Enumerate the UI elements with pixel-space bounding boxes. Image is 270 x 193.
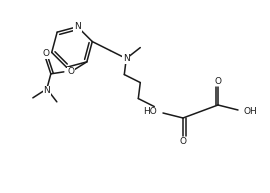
Text: O: O: [67, 67, 74, 76]
Text: N: N: [123, 54, 130, 63]
Text: N: N: [74, 22, 81, 31]
Text: O: O: [180, 137, 187, 146]
Text: N: N: [43, 86, 50, 95]
Text: O: O: [214, 76, 221, 85]
Text: HO: HO: [143, 108, 157, 117]
Text: O: O: [42, 49, 49, 58]
Text: OH: OH: [244, 107, 258, 115]
